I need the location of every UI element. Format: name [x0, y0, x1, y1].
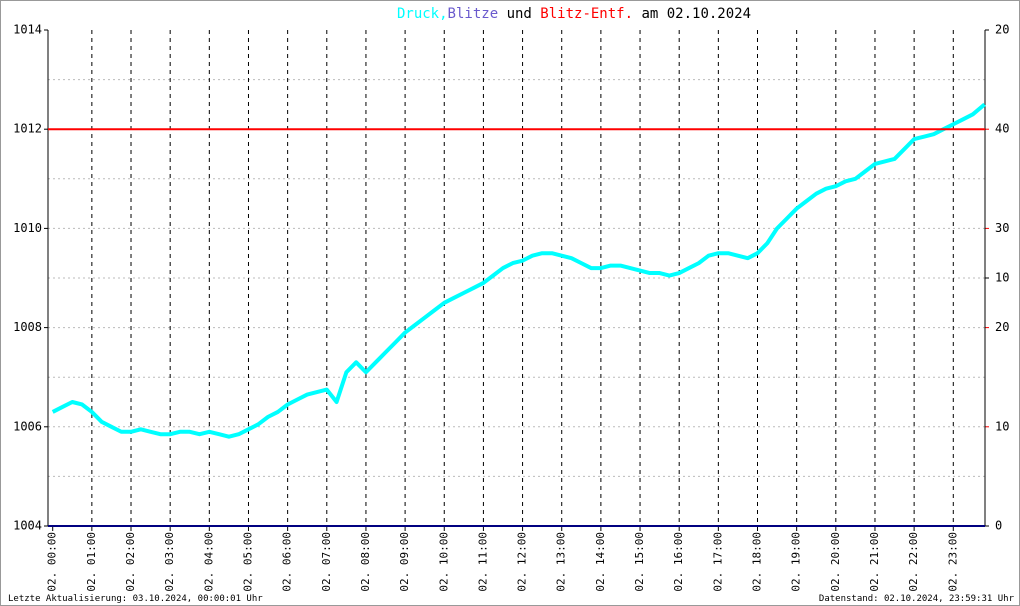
x-tick-label: 02. 18:00	[751, 532, 764, 592]
x-tick-label: 02. 19:00	[790, 532, 803, 592]
x-tick-label: 02. 20:00	[829, 532, 842, 592]
title-part: Blitz-Entf.	[540, 6, 633, 22]
y2-tick-label: 0	[995, 519, 1002, 533]
x-tick-label: 02. 11:00	[476, 532, 489, 592]
title-part: Blitze	[448, 6, 499, 22]
y3-tick-label: 20	[995, 320, 1009, 334]
x-tick-label: 02. 01:00	[85, 532, 98, 592]
y-tick-label: 1006	[13, 419, 42, 433]
x-tick-label: 02. 02:00	[124, 532, 137, 592]
x-tick-label: 02. 12:00	[516, 532, 529, 592]
chart-title: Druck,Blitze und Blitz-Entf. am 02.10.20…	[397, 6, 751, 22]
title-part: Druck,	[397, 6, 448, 22]
x-tick-label: 02. 10:00	[437, 532, 450, 592]
x-tick-label: 02. 22:00	[907, 532, 920, 592]
x-tick-label: 02. 07:00	[320, 532, 333, 592]
y2-tick-label: 10	[995, 271, 1009, 285]
x-tick-label: 02. 16:00	[672, 532, 685, 592]
x-tick-label: 02. 00:00	[46, 532, 59, 592]
y-tick-label: 1008	[13, 320, 42, 334]
y-tick-label: 1010	[13, 221, 42, 235]
y3-tick-label: 40	[995, 122, 1009, 136]
line	[51, 102, 986, 439]
x-tick-label: 02. 13:00	[555, 532, 568, 592]
footer-left: Letzte Aktualisierung: 03.10.2024, 00:00…	[8, 594, 263, 604]
title-part: am 02.10.2024	[641, 6, 751, 22]
x-tick-label: 02. 15:00	[633, 532, 646, 592]
x-tick-label: 02. 05:00	[241, 532, 254, 592]
x-tick-label: 02. 14:00	[594, 532, 607, 592]
x-tick-label: 02. 21:00	[868, 532, 881, 592]
x-tick-label: 02. 09:00	[398, 532, 411, 592]
y3-tick-label: 10	[995, 419, 1009, 433]
y3-tick-label: 30	[995, 221, 1009, 235]
x-tick-label: 02. 06:00	[281, 532, 294, 592]
x-tick-label: 02. 03:00	[163, 532, 176, 592]
y-tick-label: 1004	[13, 519, 42, 533]
x-tick-label: 02. 04:00	[202, 532, 215, 592]
x-tick-label: 02. 23:00	[946, 532, 959, 592]
y2-tick-label: 20	[995, 23, 1009, 37]
x-tick-label: 02. 08:00	[359, 532, 372, 592]
x-tick-label: 02. 17:00	[711, 532, 724, 592]
footer-right: Datenstand: 02.10.2024, 23:59:31 Uhr	[819, 594, 1015, 604]
title-part: und	[507, 6, 532, 22]
y-tick-label: 1012	[13, 122, 42, 136]
y-tick-label: 1014	[13, 23, 42, 37]
